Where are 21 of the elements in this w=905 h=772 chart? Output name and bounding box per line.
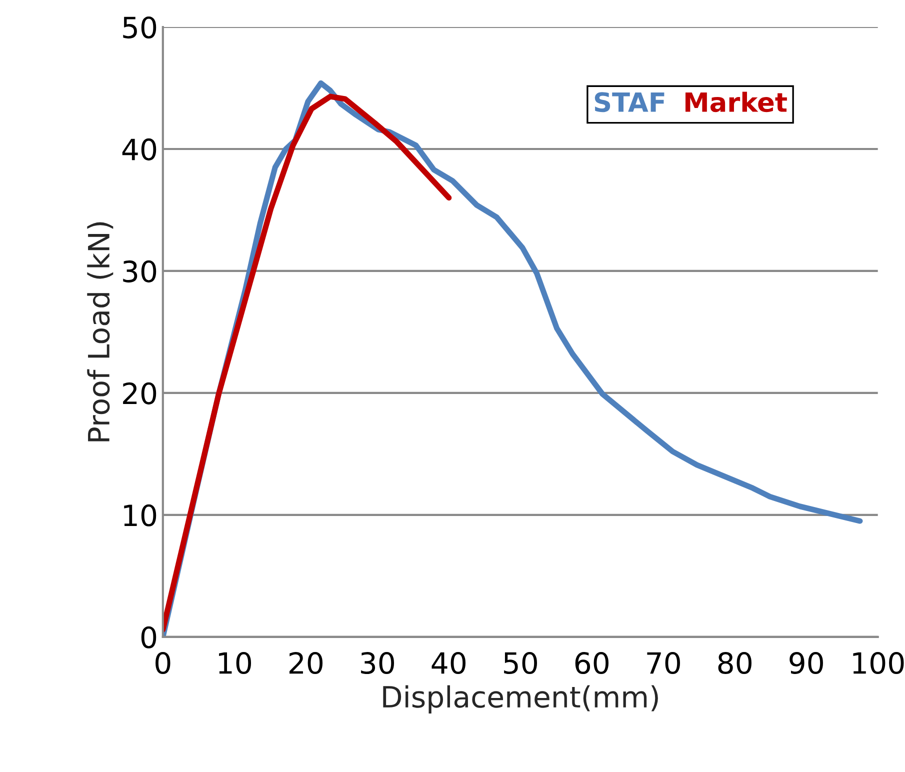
x-tick-label: 90: [790, 652, 823, 674]
y-tick-label: 30: [123, 260, 156, 282]
text: STAF: [594, 92, 664, 112]
y-tick-label: 20: [123, 382, 156, 404]
x-tick-label: 80: [718, 652, 752, 674]
y-tick-label: 40: [122, 138, 156, 160]
x-tick-label: 40: [432, 652, 466, 674]
x-tick-label: 60: [575, 652, 608, 674]
x-tick-label: 20: [289, 652, 323, 674]
x-tick-label: 0: [156, 652, 170, 674]
y-tick-label: 10: [124, 504, 156, 526]
x-tick-label: 70: [647, 652, 680, 674]
y-tick-label: 0: [141, 626, 156, 648]
x-tick-label: 10: [219, 652, 252, 674]
y-tick-label: 50: [123, 16, 156, 39]
x-tick-label: 30: [361, 652, 394, 674]
text: Market: [686, 92, 787, 112]
x-tick-label: 50: [504, 652, 537, 674]
x-tick-label: 100: [853, 652, 904, 674]
y-axis-title: Proof Load (kN): [87, 222, 114, 442]
x-axis-title: Displacement(mm): [383, 685, 658, 714]
